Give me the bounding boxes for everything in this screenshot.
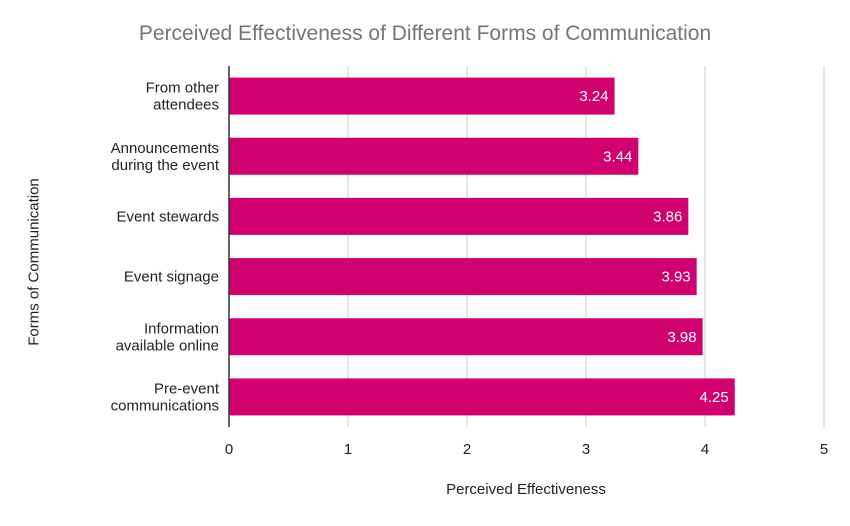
category-label: Announcements during the event [111,140,220,174]
bar [229,197,689,235]
bar [229,258,697,296]
x-tick-label: 5 [820,441,828,458]
bar [229,318,703,356]
bar [229,77,615,115]
y-axis-title: Forms of Communication [25,178,43,346]
category-label: Event stewards [116,208,219,225]
bar-value-label: 3.93 [661,269,690,286]
category-label: From other attendees [146,80,219,114]
bar-value-label: 3.98 [667,329,696,346]
bar-value-label: 4.25 [700,389,729,406]
x-tick-label: 2 [463,441,471,458]
category-label: Pre-event communications [111,380,220,414]
category-label: Event signage [124,269,219,286]
x-tick-label: 4 [701,441,709,458]
category-label: Information available online [116,320,219,354]
bar [229,378,735,416]
x-tick-label: 1 [344,441,352,458]
bar-value-label: 3.24 [579,88,608,105]
x-tick-label: 3 [582,441,590,458]
bar-value-label: 3.86 [653,208,682,225]
x-tick-label: 0 [225,441,233,458]
bar-value-label: 3.44 [603,148,632,165]
chart-title: Perceived Effectiveness of Different For… [138,22,712,45]
x-axis-title: Perceived Effectiveness [446,481,606,498]
bar [229,137,639,175]
